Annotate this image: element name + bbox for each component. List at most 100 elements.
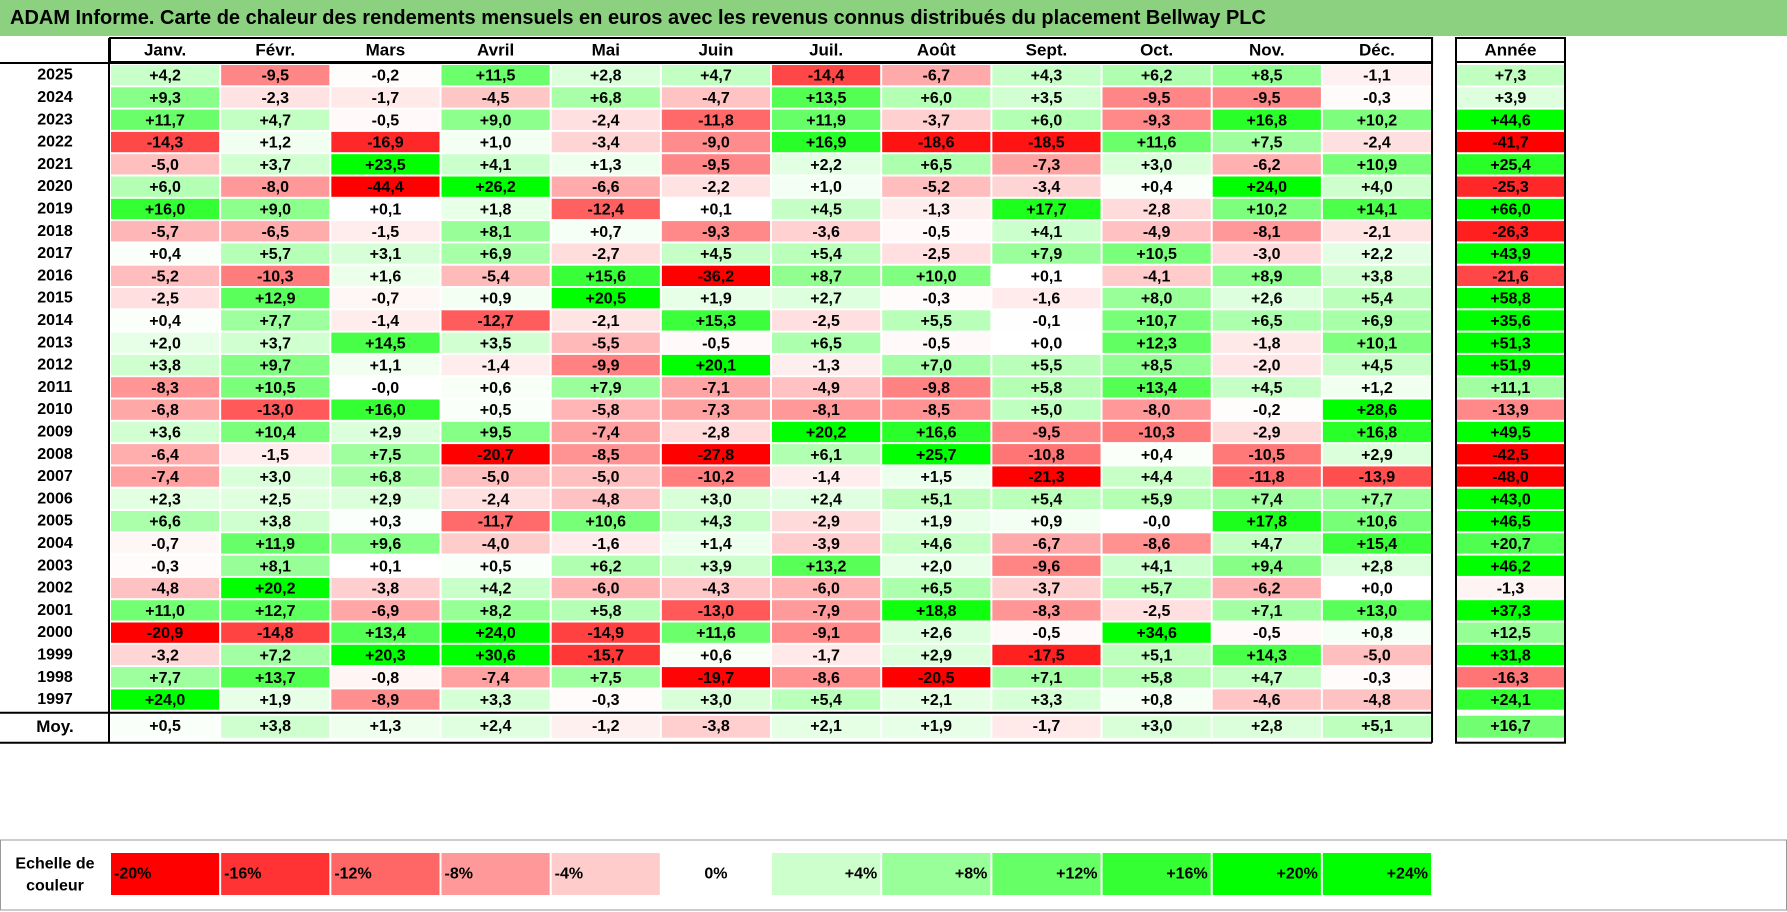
heat-cell [551, 600, 660, 621]
cell-value: -4,9 [812, 380, 840, 397]
heat-cell [111, 288, 220, 309]
scale-value: +16% [1166, 866, 1207, 883]
cell-value: -0,5 [702, 335, 730, 352]
cell-value: -7,1 [702, 380, 730, 397]
heat-cell [111, 667, 220, 688]
heat-cell [331, 444, 440, 465]
year-label: 2013 [37, 334, 73, 351]
scale-value: -4% [555, 866, 583, 883]
cell-value: -0,1 [1033, 313, 1061, 330]
cell-value: +7,9 [590, 380, 622, 397]
year-label: 1999 [37, 646, 73, 663]
year-label: 2017 [37, 245, 73, 262]
annual-value: -25,3 [1492, 179, 1529, 196]
cell-value: -3,4 [1033, 179, 1061, 196]
scale-swatch [551, 853, 660, 895]
cell-value: -13,0 [698, 603, 735, 620]
cell-value: +1,4 [700, 536, 732, 553]
cell-value: +1,2 [1361, 380, 1393, 397]
heat-cell [111, 511, 220, 532]
heat-cell [661, 511, 771, 532]
heat-cell [111, 109, 220, 130]
scale-value: -12% [334, 866, 371, 883]
cell-value: +10,5 [1136, 246, 1177, 263]
heat-cell [551, 644, 660, 666]
year-label: 2006 [37, 490, 73, 507]
heat-cell [772, 622, 881, 643]
heat-cell [221, 577, 330, 599]
cell-value: +3,8 [259, 514, 291, 531]
heat-cell [882, 444, 991, 465]
heat-cell [551, 243, 660, 264]
heat-cell [1102, 577, 1211, 599]
heat-cell [1212, 689, 1321, 710]
heat-cell [331, 511, 440, 532]
cell-value: -1,7 [812, 647, 840, 664]
heat-cell [882, 354, 991, 376]
cell-value: +3,6 [149, 424, 181, 441]
cell-value: -2,5 [1143, 603, 1171, 620]
cell-value: -20,7 [477, 447, 514, 464]
cell-value: +3,3 [480, 692, 512, 709]
cell-value: +16,8 [1357, 424, 1398, 441]
heat-cell [772, 399, 881, 420]
heat-cell [331, 354, 440, 376]
heat-cell [111, 399, 220, 420]
month-header: Janv. [144, 41, 186, 60]
heat-cell [661, 555, 771, 576]
heat-cell [882, 288, 991, 309]
cell-value: +1,9 [920, 514, 952, 531]
cell-value: +6,9 [480, 246, 512, 263]
annual-value: +51,3 [1490, 335, 1531, 352]
annual-cell [1457, 288, 1564, 309]
cell-value: +8,5 [1251, 68, 1283, 85]
heat-cell [882, 667, 991, 688]
cell-value: -4,5 [482, 90, 510, 107]
heat-cell [221, 354, 330, 376]
heat-cell [772, 555, 881, 576]
cell-value: -1,4 [812, 469, 840, 486]
month-header: Févr. [255, 41, 295, 60]
heat-cell [992, 466, 1101, 487]
cell-value: -8,1 [1253, 224, 1281, 241]
cell-value: -8,3 [1033, 603, 1061, 620]
scale-value: +12% [1056, 866, 1097, 883]
heat-cell [1322, 466, 1432, 487]
cell-value: +1,6 [370, 268, 402, 285]
heat-cell [772, 310, 881, 331]
heat-cell [1102, 265, 1211, 286]
cell-value: +11,6 [1137, 135, 1177, 152]
heat-cell [1322, 533, 1432, 554]
cell-value: +5,8 [1031, 380, 1063, 397]
heat-cell [221, 288, 330, 309]
heat-cell [1102, 87, 1211, 108]
heat-cell [992, 667, 1101, 688]
cell-value: +5,7 [1141, 581, 1173, 598]
heat-cell [1322, 600, 1432, 621]
heat-cell [661, 600, 771, 621]
heat-cell [1212, 265, 1321, 286]
cell-value: +10,9 [1357, 157, 1398, 174]
year-label: 2012 [37, 357, 73, 374]
heat-cell [1212, 87, 1321, 108]
cell-value: -8,0 [1143, 402, 1171, 419]
average-value: +2,1 [810, 718, 842, 735]
cell-value: +2,4 [810, 491, 842, 508]
heat-cell [441, 421, 550, 443]
annual-cell [1457, 600, 1564, 621]
cell-value: -15,7 [588, 647, 625, 664]
month-header: Sept. [1026, 41, 1068, 60]
year-label: 2021 [37, 156, 73, 173]
cell-value: +17,7 [1026, 201, 1067, 218]
heat-cell [661, 198, 771, 220]
cell-value: -9,3 [1143, 112, 1171, 129]
cell-value: -7,4 [482, 670, 510, 687]
heat-cell [1322, 399, 1432, 420]
cell-value: +4,4 [1141, 469, 1173, 486]
cell-value: -2,7 [592, 246, 620, 263]
cell-value: +3,7 [259, 157, 291, 174]
cell-value: +5,4 [810, 246, 842, 263]
heat-cell [1322, 198, 1432, 220]
heat-cell [1212, 488, 1321, 509]
heat-cell [441, 310, 550, 331]
